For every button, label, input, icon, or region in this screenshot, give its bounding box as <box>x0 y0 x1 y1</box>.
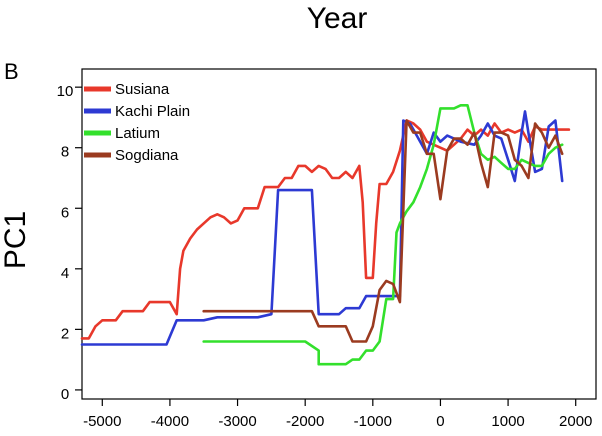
x-tick-label: -1000 <box>354 413 392 430</box>
plot-frame <box>81 68 597 400</box>
y-tick-label: 0 <box>61 386 69 403</box>
x-tick-label: -5000 <box>83 413 121 430</box>
legend-label: Latium <box>115 125 160 142</box>
series-line-latium <box>202 104 564 366</box>
x-tick-label: -3000 <box>218 413 256 430</box>
legend-label: Sogdiana <box>115 147 179 164</box>
x-tick-label: 2000 <box>559 413 592 430</box>
series-line-sogdiana <box>202 119 564 343</box>
series-line-kachi-plain <box>80 110 564 346</box>
x-tick-label: 1000 <box>491 413 524 430</box>
x-axis: -5000 -4000 -3000 -2000 -1000 0 1000 2000 <box>83 399 592 430</box>
y-tick-label: 6 <box>61 204 69 221</box>
series-line-susiana <box>80 119 571 340</box>
y-axis-label: PC1 <box>0 211 32 269</box>
y-tick-label: 4 <box>61 265 69 282</box>
x-tick-label: -4000 <box>151 413 189 430</box>
legend-label: Kachi Plain <box>115 103 190 120</box>
y-tick-label: 2 <box>61 325 69 342</box>
panel-letter: B <box>4 59 19 84</box>
chart-title: Year <box>307 2 368 35</box>
legend: Susiana Kachi Plain Latium Sogdiana <box>84 81 190 164</box>
x-tick-label: 0 <box>436 413 444 430</box>
x-tick-label: -2000 <box>286 413 324 430</box>
series-layer <box>80 104 571 366</box>
y-tick-label: 10 <box>57 83 74 100</box>
y-axis: 0 2 4 6 8 10 <box>57 83 82 403</box>
legend-label: Susiana <box>115 81 170 98</box>
y-tick-label: 8 <box>61 144 69 161</box>
